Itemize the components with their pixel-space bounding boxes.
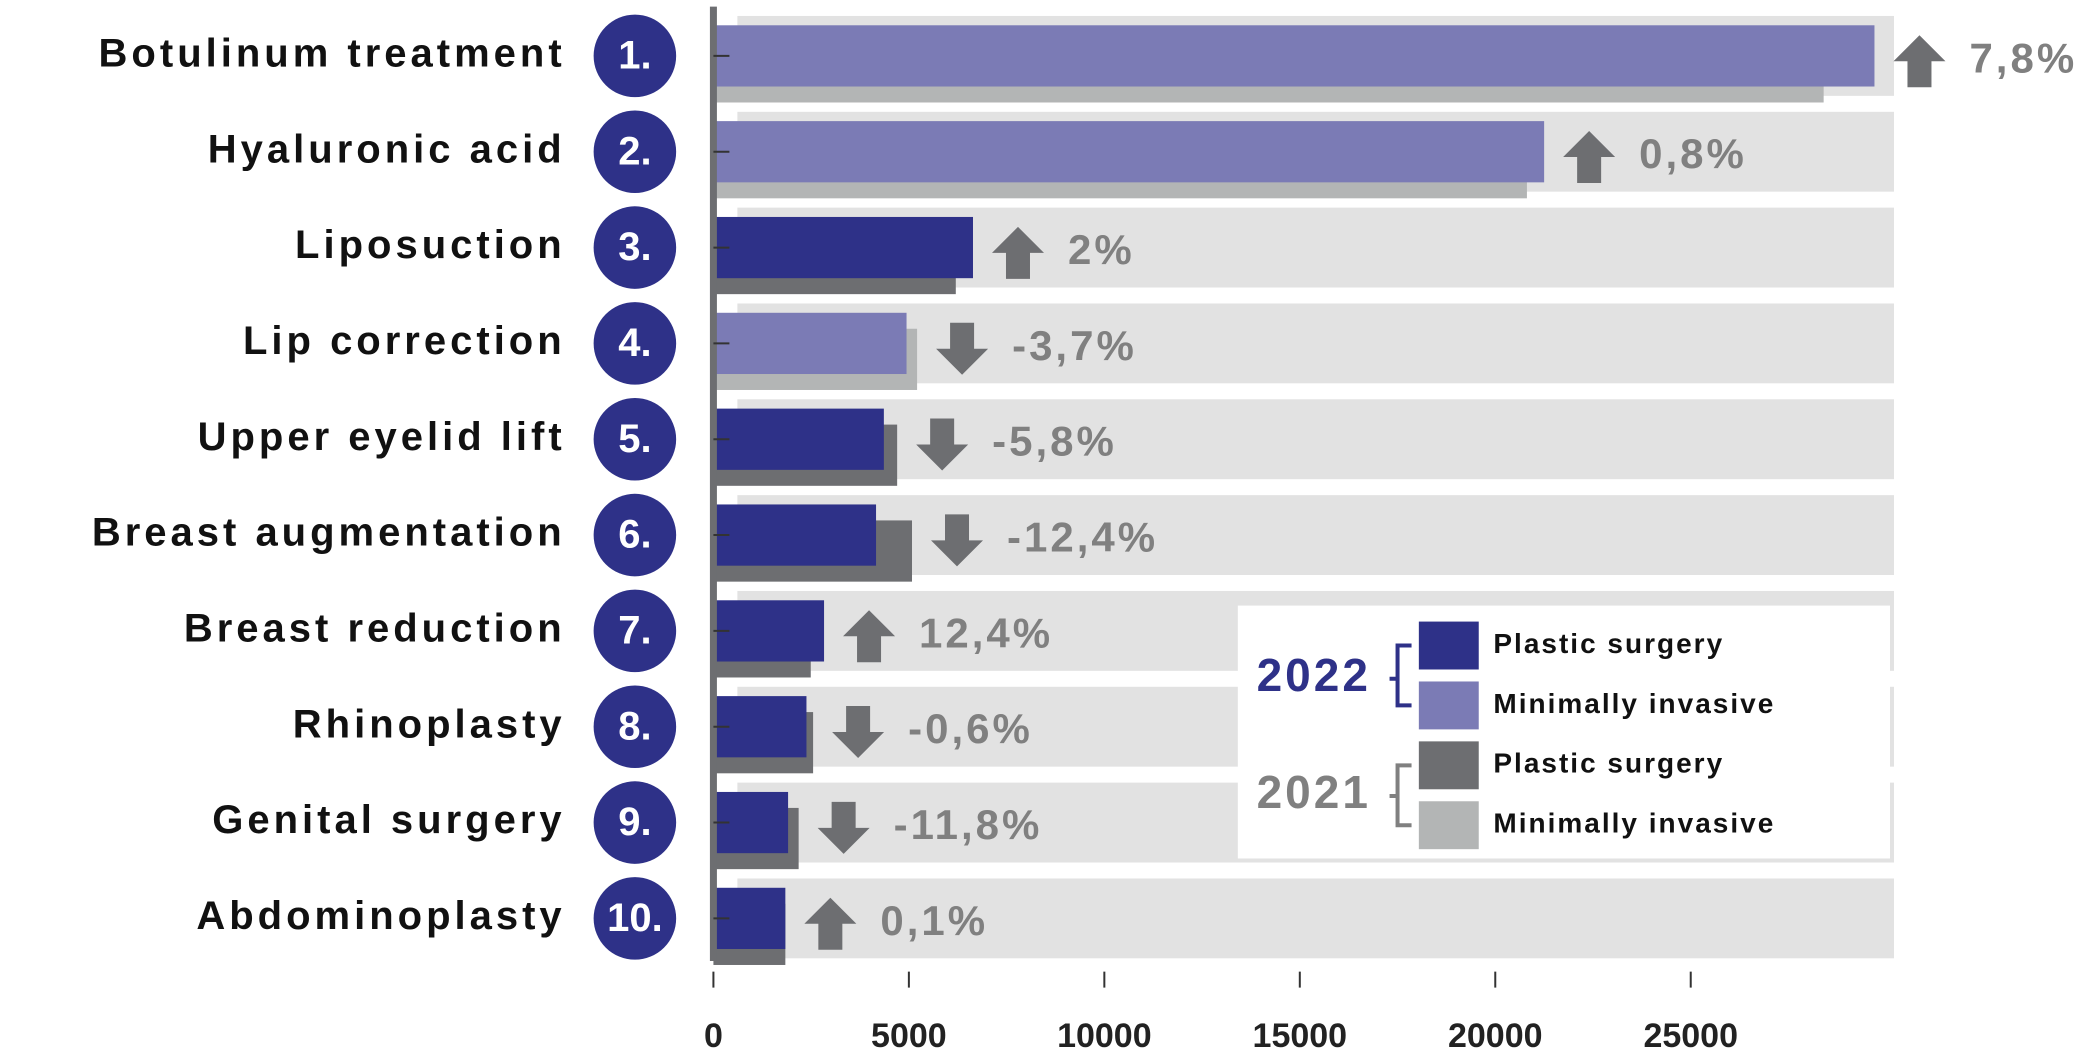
change-value: 2 — [1068, 226, 1094, 273]
rank-badge — [593, 206, 677, 289]
arrow-down — [832, 706, 885, 759]
x-tick-label: 0 — [704, 1017, 723, 1055]
legend-label: Minimally invasive — [1493, 808, 1775, 839]
change-label: -5,8% — [992, 418, 1117, 465]
row-background — [737, 399, 1895, 480]
legend-background — [1237, 605, 1891, 859]
legend-group-label: 2022 — [1257, 649, 1371, 701]
rank-label: 1. — [618, 33, 651, 77]
arrow-up — [804, 897, 857, 950]
rank-badge — [593, 781, 677, 864]
change-unit: % — [1094, 226, 1134, 273]
x-tick-label: 20000 — [1448, 1017, 1543, 1055]
arrow-down — [936, 322, 989, 375]
arrow-down — [817, 801, 870, 854]
bar — [713, 600, 825, 662]
x-tick-label: 25000 — [1643, 1017, 1738, 1055]
legend-label: Plastic surgery — [1493, 628, 1724, 659]
rank-badge — [593, 685, 677, 768]
x-tick-label: 5000 — [871, 1017, 947, 1055]
rank-label: 9. — [618, 800, 651, 844]
legend-label: Minimally invasive — [1493, 688, 1775, 719]
rank-badge — [593, 493, 677, 577]
category-label: Genital surgery — [212, 798, 565, 842]
category-label: Rhinoplasty — [293, 702, 566, 746]
bar — [713, 312, 907, 375]
rank-label: 10. — [607, 896, 663, 940]
rank-badge — [593, 397, 677, 481]
rank-label: 2. — [618, 129, 651, 173]
rank-badge — [593, 14, 677, 98]
category-label: Breast reduction — [184, 606, 566, 650]
legend-swatch — [1418, 621, 1479, 670]
rank-badge — [593, 877, 677, 960]
category-label: Abdominoplasty — [196, 894, 565, 938]
category-label: Botulinum treatment — [99, 31, 566, 75]
bar — [713, 25, 1875, 87]
bar — [713, 121, 1545, 183]
legend-swatch — [1418, 801, 1479, 850]
category-label: Breast augmentation — [92, 511, 566, 555]
rank-label: 4. — [618, 321, 651, 365]
arrow-up — [843, 610, 896, 663]
change-label: -11,8% — [894, 801, 1043, 848]
legend-bracket — [1389, 643, 1412, 708]
bar — [713, 216, 973, 279]
x-tick-label: 15000 — [1253, 1017, 1348, 1055]
row-background — [737, 303, 1895, 384]
category-label: Lip correction — [243, 319, 566, 363]
rank-label: 6. — [618, 513, 651, 557]
rank-label: 3. — [618, 225, 651, 269]
change-label: 12,4% — [919, 609, 1053, 656]
rank-badge — [593, 302, 677, 385]
arrow-down — [931, 514, 984, 567]
row-background — [737, 878, 1895, 959]
arrow-up — [1893, 35, 1946, 88]
legend-label: Plastic surgery — [1493, 748, 1724, 779]
legend-group-label: 2021 — [1257, 766, 1371, 818]
category-label: Upper eyelid lift — [198, 415, 566, 459]
arrow-up — [991, 226, 1044, 279]
change-label: -12,4% — [1007, 513, 1158, 560]
change-label: -0,6% — [908, 705, 1033, 752]
bar — [713, 408, 884, 470]
legend-swatch — [1418, 681, 1479, 730]
bar — [713, 504, 877, 566]
rank-badge — [593, 110, 677, 193]
category-label: Liposuction — [295, 223, 566, 267]
rank-label: 8. — [618, 704, 651, 748]
legend-swatch — [1418, 741, 1479, 790]
row-background — [737, 495, 1895, 575]
change-label: 2% — [1068, 226, 1135, 273]
arrow-up — [1563, 131, 1616, 184]
change-label: 7,8% — [1969, 34, 2077, 81]
x-tick-label: 10000 — [1057, 1017, 1152, 1055]
legend-bracket — [1389, 763, 1412, 828]
arrow-down — [916, 418, 969, 471]
rank-label: 5. — [618, 417, 651, 461]
change-label: 0,1% — [880, 897, 988, 944]
rank-label: 7. — [618, 608, 651, 652]
rank-badge — [593, 589, 677, 673]
category-label: Hyaluronic acid — [208, 127, 566, 171]
change-label: -3,7% — [1012, 322, 1137, 369]
change-label: 0,8% — [1639, 130, 1747, 177]
